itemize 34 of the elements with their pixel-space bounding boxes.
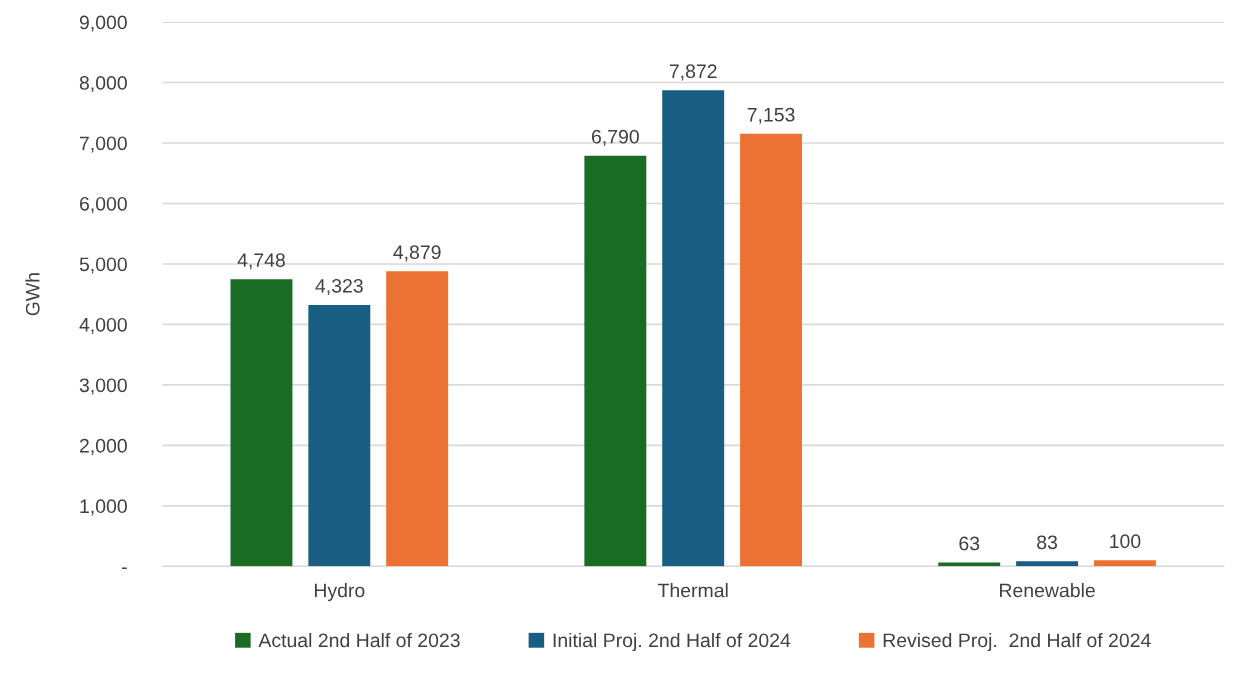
- bar: [230, 279, 293, 567]
- data-label: 100: [1110, 534, 1141, 549]
- data-label: 83: [1037, 535, 1058, 550]
- x-tick-label: Renewable: [1000, 583, 1095, 598]
- bar: [308, 304, 371, 567]
- legend-label: Actual 2nd Half of 2023: [258, 632, 460, 648]
- bar: [1093, 560, 1156, 567]
- y-tick-label: 1,000: [80, 499, 127, 516]
- data-label: 4,879: [393, 245, 441, 262]
- legend-label: Revised Proj. 2nd Half of 2024: [883, 632, 1151, 652]
- y-tick-label: 6,000: [79, 196, 127, 214]
- y-tick-label: 2,000: [79, 438, 127, 455]
- y-tick-label: 8,000: [79, 75, 127, 93]
- y-tick-label: 3,000: [79, 378, 127, 395]
- data-label: 4,323: [315, 278, 363, 296]
- bar: [386, 271, 449, 567]
- y-tick-label: -: [122, 567, 127, 569]
- bar: [662, 90, 725, 567]
- y-tick-label: 5,000: [79, 257, 127, 274]
- bar: [740, 133, 803, 567]
- y-tick-label: 7,000: [79, 136, 127, 153]
- bar: [584, 155, 647, 567]
- y-axis-title: GWh: [25, 273, 40, 316]
- data-label: 6,790: [592, 129, 639, 146]
- bar: [1016, 561, 1079, 567]
- legend-label: Initial Proj. 2nd Half of 2024: [553, 632, 791, 652]
- data-label: 4,748: [237, 253, 285, 270]
- x-tick-label: Hydro: [314, 583, 365, 602]
- y-tick-label: 9,000: [79, 15, 127, 32]
- y-tick-label: 4,000: [79, 317, 127, 334]
- data-label: 7,153: [747, 107, 795, 124]
- data-label: 7,872: [669, 64, 717, 81]
- data-label: 63: [959, 536, 980, 551]
- x-tick-label: Thermal: [657, 583, 728, 598]
